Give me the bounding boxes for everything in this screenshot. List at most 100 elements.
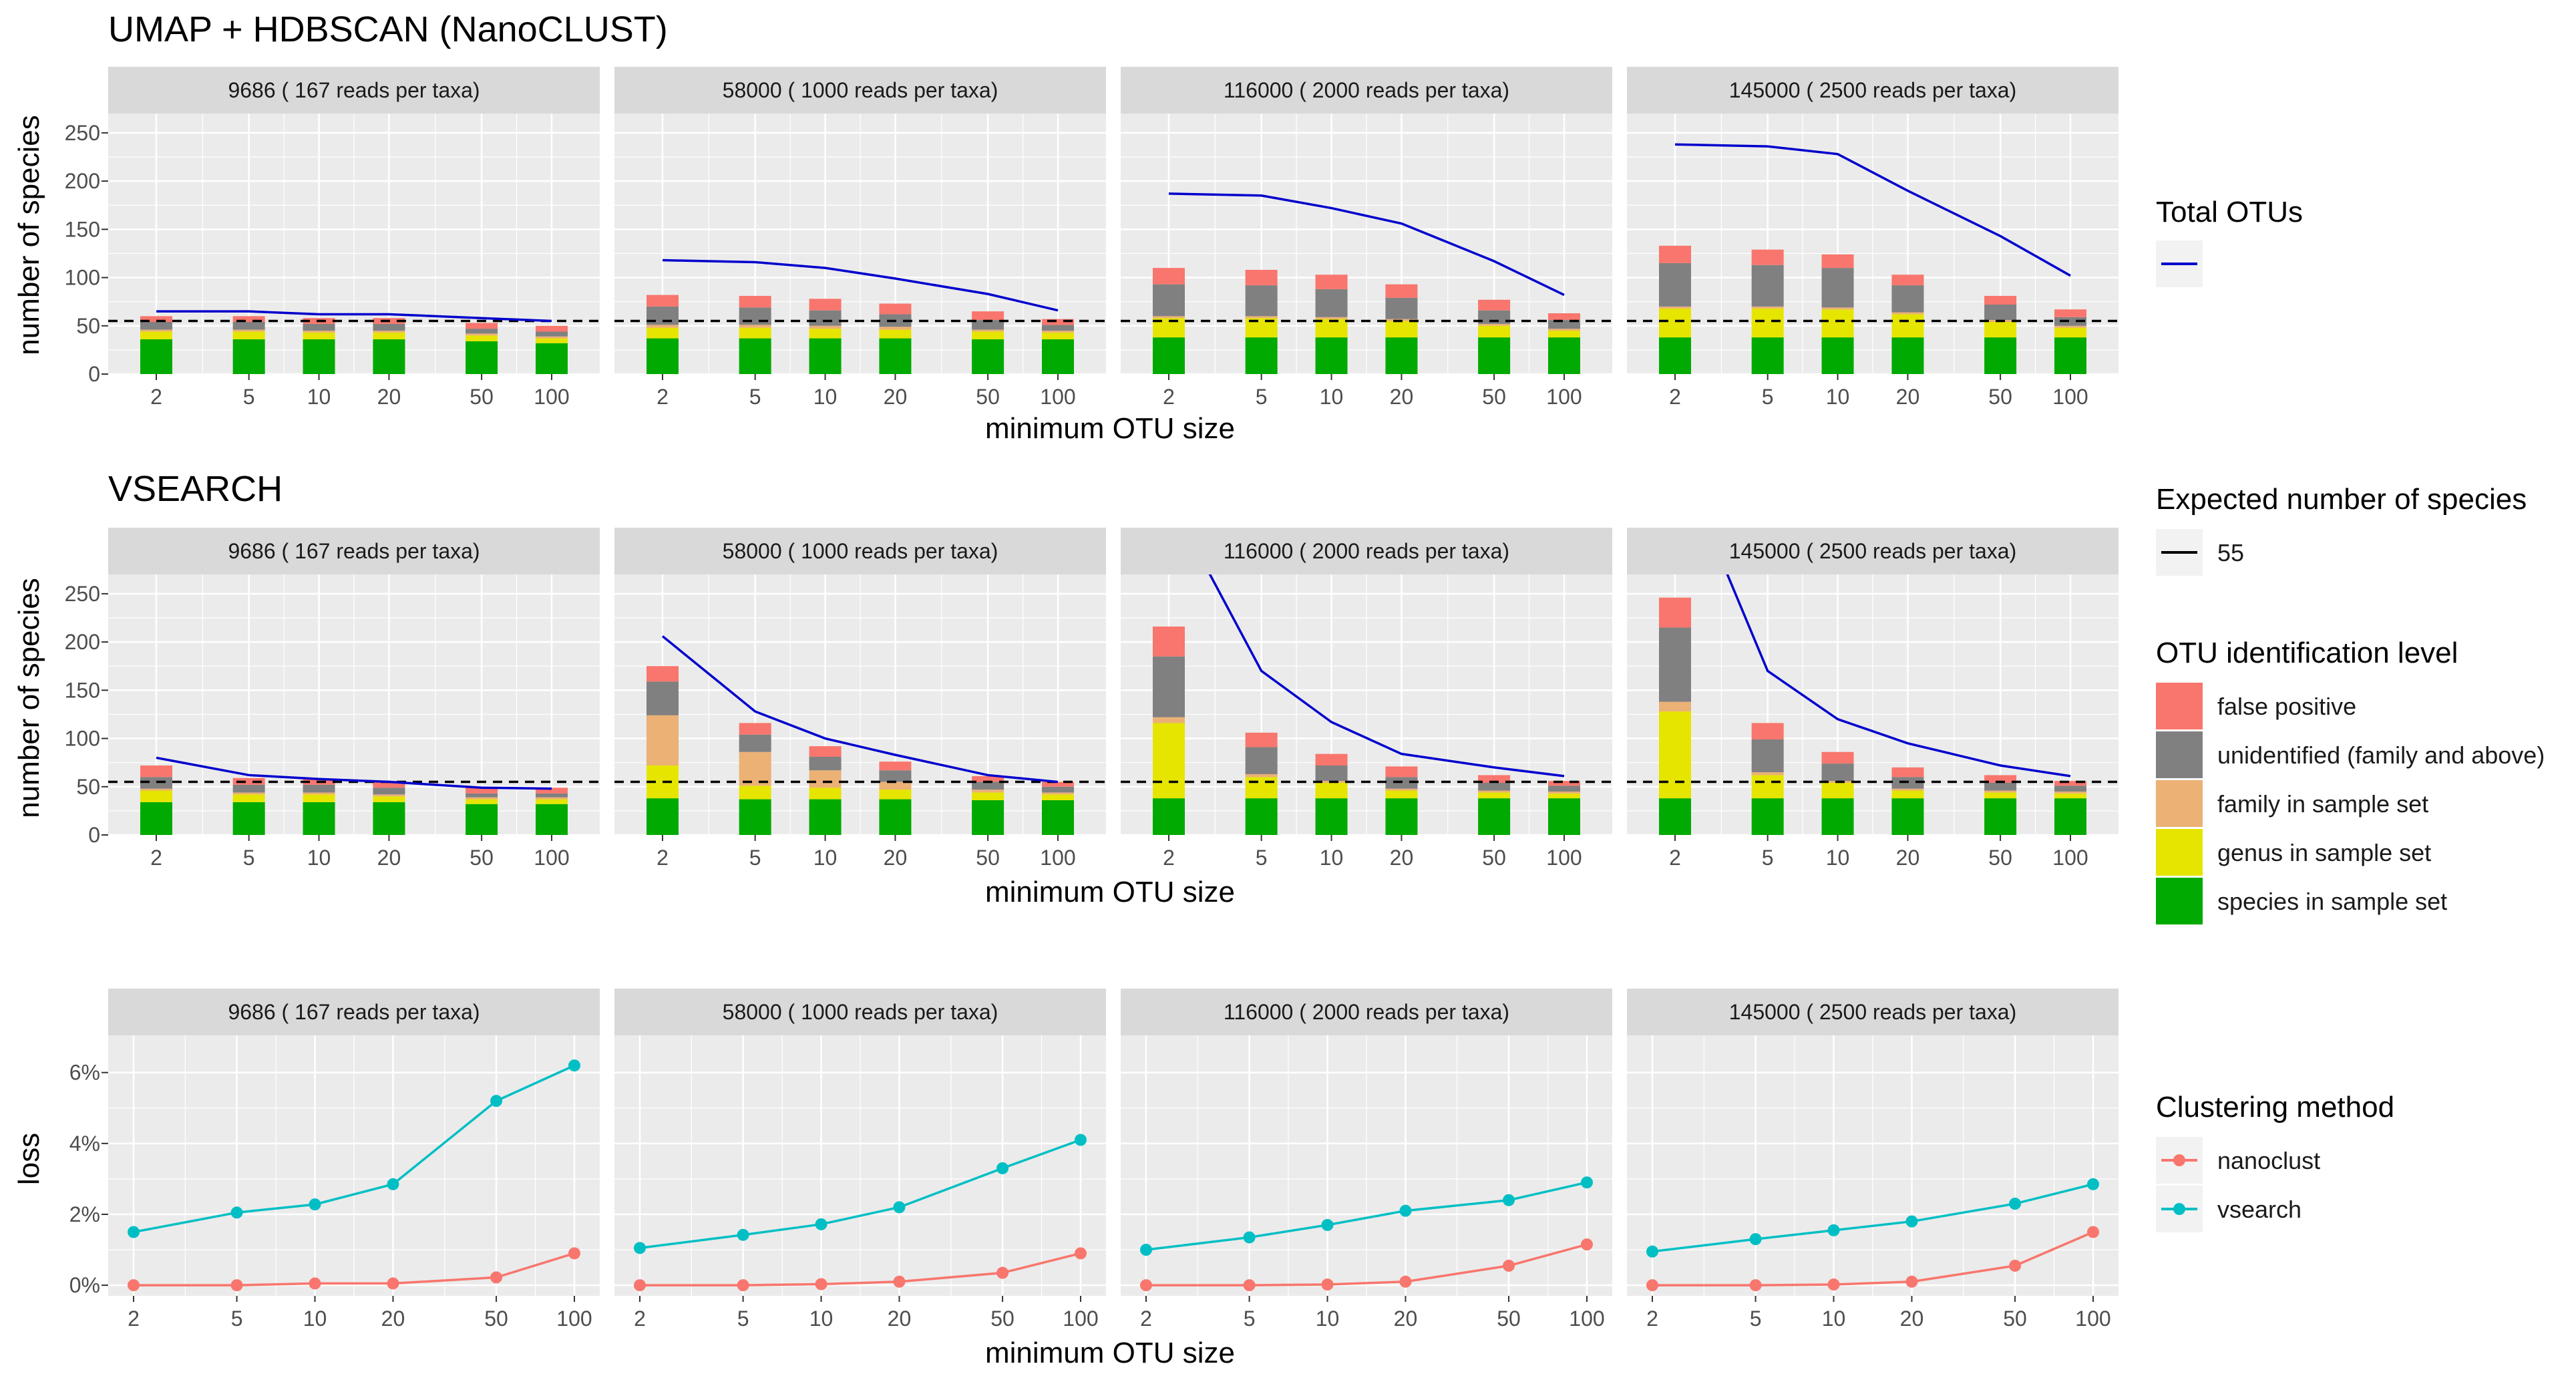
bar-unidentified (466, 329, 498, 334)
x-tick-label: 10 (1320, 385, 1344, 409)
bar-genus (879, 329, 912, 339)
bar-unidentified (1984, 783, 2017, 791)
bar-species (232, 339, 265, 374)
bar-genus (373, 332, 405, 339)
x-tick-label: 100 (2052, 846, 2088, 870)
bar-family (1245, 774, 1278, 778)
total-otus-line (662, 259, 1059, 312)
loss-line-vsearch (639, 1138, 1081, 1250)
panel-content (1121, 574, 1612, 835)
x-tick-label: 100 (2075, 1307, 2110, 1331)
loss-point-nanoclust (2009, 1259, 2022, 1272)
bar-genus (466, 335, 498, 341)
bar-false-positive (232, 778, 265, 785)
x-tick-label: 10 (1316, 1307, 1340, 1331)
bar-genus (739, 327, 771, 339)
bar-family (1548, 792, 1580, 794)
bar-false-positive (1042, 319, 1074, 325)
bar-species (1042, 800, 1074, 835)
x-axis-title-nanoclust: minimum OTU size (985, 412, 1235, 445)
y-tick-label: 0 (88, 823, 100, 847)
x-tick-label: 100 (1063, 1307, 1098, 1331)
bar-family (1478, 323, 1511, 326)
bar-unidentified (536, 331, 568, 337)
bar-family (536, 797, 568, 800)
legend-label-nanoclust: nanoclust (2217, 1147, 2320, 1174)
x-tick-label: 5 (243, 846, 255, 870)
bar-unidentified (739, 734, 771, 752)
facet-strip-label: 58000 ( 1000 reads per taxa) (723, 539, 998, 563)
facet-panel: 9686 ( 167 reads per taxa) 2 5 10 20 50 100 (108, 528, 600, 870)
bar-genus (1751, 775, 1784, 799)
bar-genus (1659, 711, 1691, 799)
bar-family (466, 333, 498, 336)
bar-unidentified (1385, 297, 1418, 319)
bar-family (536, 336, 568, 339)
loss-point-nanoclust (815, 1278, 827, 1291)
loss-point-vsearch (490, 1095, 503, 1107)
bar-genus (140, 331, 172, 339)
x-tick-label: 5 (737, 1307, 749, 1331)
legend-expected: Expected number of species 55 (2156, 483, 2527, 576)
x-tick-label: 20 (1896, 846, 1920, 870)
facet-strip (108, 528, 600, 574)
x-tick-label: 10 (307, 846, 331, 870)
y-axis-title-nanoclust: number of species (13, 115, 45, 355)
bar-false-positive (2054, 781, 2086, 786)
bar-family (140, 788, 172, 791)
bar-false-positive (536, 788, 568, 794)
x-tick-label: 2 (1646, 1307, 1658, 1331)
legend-level-title: OTU identification level (2156, 637, 2458, 669)
loss-point-nanoclust (1140, 1279, 1152, 1292)
loss-point-vsearch (128, 1226, 140, 1238)
facet-panel: 116000 ( 2000 reads per taxa) 2 5 10 20 50 100 (1121, 67, 1612, 409)
total-otus-line (1726, 574, 2071, 778)
x-tick-label: 10 (307, 385, 331, 409)
x-tick-label: 2 (1163, 385, 1175, 409)
bar-species (1548, 798, 1580, 835)
y-tick-label: 0 (88, 362, 100, 386)
loss-point-vsearch (1140, 1244, 1152, 1256)
panel-content (1121, 192, 1612, 374)
loss-line-vsearch (133, 1064, 575, 1234)
bar-species (879, 338, 912, 374)
facet-strip-label: 145000 ( 2500 reads per taxa) (1729, 78, 2017, 102)
loss-point-vsearch (893, 1201, 906, 1214)
bar-false-positive (972, 776, 1004, 782)
bar-false-positive (1659, 597, 1691, 628)
bar-species (2054, 337, 2086, 374)
x-tick-label: 20 (884, 846, 908, 870)
bar-false-positive (232, 316, 265, 322)
bar-unidentified (232, 784, 265, 793)
bar-family (879, 782, 912, 790)
bar-false-positive (1821, 751, 1854, 764)
bar-family (809, 770, 842, 788)
bar-species (140, 802, 172, 835)
bar-unidentified (1891, 285, 1924, 313)
loss-point-vsearch (1749, 1233, 1762, 1246)
facet-strip (1627, 67, 2119, 114)
facet-strip (1627, 528, 2119, 574)
x-tick-label: 50 (1482, 385, 1506, 409)
bar-false-positive (1153, 627, 1185, 657)
panel-content (108, 756, 600, 835)
bar-false-positive (536, 325, 568, 332)
facet-strip (108, 67, 600, 114)
loss-point-nanoclust (309, 1277, 321, 1290)
bar-false-positive (647, 666, 679, 682)
x-tick-label: 50 (990, 1307, 1015, 1331)
bar-false-positive (1891, 767, 1924, 778)
bar-genus (1385, 790, 1418, 799)
x-tick-label: 20 (1896, 385, 1920, 409)
bar-species (1042, 339, 1074, 374)
facet-strip (614, 528, 1106, 574)
facet-strip-label: 58000 ( 1000 reads per taxa) (723, 78, 998, 102)
loss-point-vsearch (387, 1178, 399, 1190)
bar-genus (303, 794, 335, 802)
bar-family (232, 792, 265, 795)
y-tick-label: 50 (76, 314, 100, 338)
bar-unidentified (1315, 765, 1348, 782)
legend-key-genus (2156, 829, 2203, 876)
x-tick-label: 2 (657, 385, 669, 409)
